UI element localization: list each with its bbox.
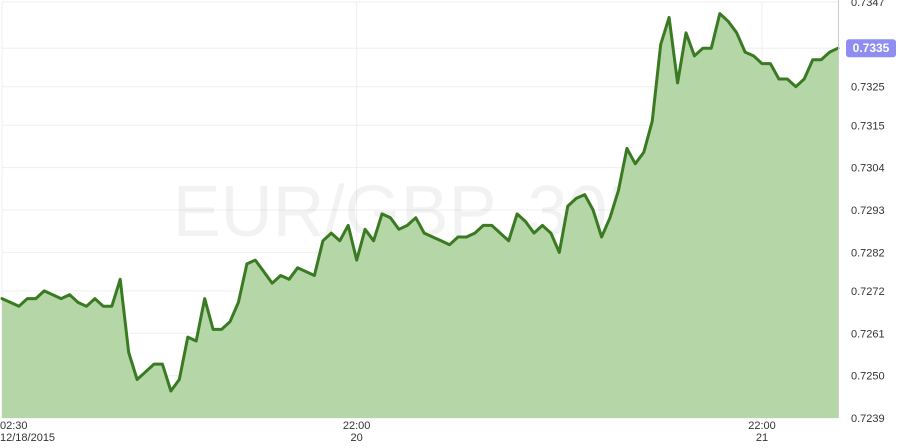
y-tick-label: 0.7347: [851, 0, 885, 9]
x-tick-time: 02:30: [0, 420, 28, 432]
price-line: [0, 12, 840, 393]
y-tick-label: 0.7250: [851, 371, 885, 383]
x-tick-time: 22:00: [343, 420, 371, 432]
x-tick-date: 12/18/2015: [0, 432, 55, 444]
y-tick-label: 0.7272: [851, 286, 885, 298]
y-axis-ticks: 0.7347 0.7325 0.7315 0.7304 0.7293 0.7282 0.72…: [851, 0, 885, 425]
last-price-label: 0.7335: [853, 41, 890, 55]
y-tick-label: 0.7293: [851, 205, 885, 217]
price-area: [2, 13, 838, 418]
y-tick-label: 0.7304: [851, 163, 885, 175]
y-tick-label: 0.7315: [851, 120, 885, 132]
y-tick-label: 0.7239: [851, 413, 885, 425]
last-price-badge: 0.7335: [846, 39, 896, 58]
last-price-badge-bg: [846, 39, 896, 58]
y-tick-label: 0.7325: [851, 82, 885, 94]
x-tick-time: 22:00: [748, 420, 776, 432]
x-tick-date: 21: [756, 432, 768, 444]
y-tick-label: 0.7282: [851, 247, 885, 259]
y-tick-label: 0.7261: [851, 328, 885, 340]
x-tick-date: 20: [351, 432, 363, 444]
